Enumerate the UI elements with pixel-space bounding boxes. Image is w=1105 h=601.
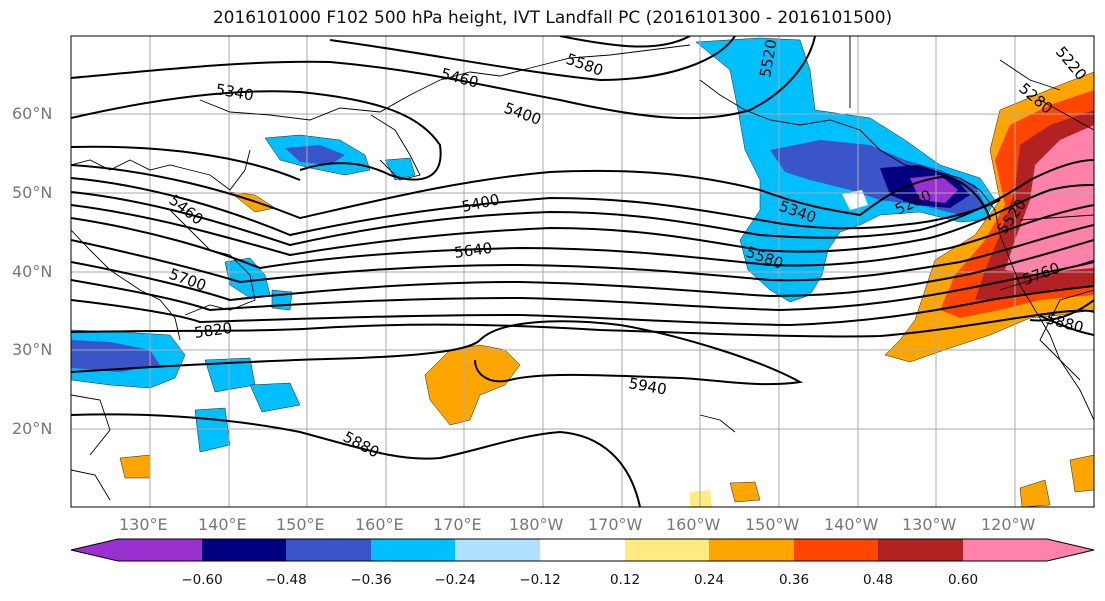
- lon-label: 180°W: [509, 515, 564, 534]
- contour-label: 5640: [453, 239, 493, 262]
- colorbar-tick-label: 0.60: [947, 572, 979, 588]
- colorbar-swatch: [540, 539, 625, 561]
- colorbar-swatch: [709, 539, 794, 561]
- lon-label: 150°W: [745, 515, 800, 534]
- colorbar-swatch: [1047, 539, 1094, 561]
- colorbar-outline: [70, 538, 1095, 562]
- colorbar-tick-label: −0.60: [181, 572, 223, 588]
- lon-label: 120°W: [981, 515, 1036, 534]
- colorbar-swatch: [878, 539, 963, 561]
- lat-label: 20°N: [12, 419, 53, 438]
- lon-label: 140°W: [824, 515, 879, 534]
- lat-label: 30°N: [12, 340, 53, 359]
- lat-label: 40°N: [12, 262, 53, 281]
- map-frame: [70, 35, 1095, 508]
- lon-label: 160°W: [666, 515, 721, 534]
- lon-label: 150°E: [276, 515, 325, 534]
- colorbar-swatch: [371, 539, 455, 561]
- colorbar-tick-label: 0.24: [693, 572, 725, 588]
- lon-label: 130°E: [119, 515, 168, 534]
- colorbar-tick-label: 0.36: [778, 572, 810, 588]
- colorbar-tick-label: −0.24: [434, 572, 476, 588]
- colorbar-tick-label: 0.12: [609, 572, 641, 588]
- lon-label: 140°E: [198, 515, 247, 534]
- positive-anomaly-central-pacific: [424, 344, 521, 426]
- colorbar-tick-label: 0.48: [862, 572, 894, 588]
- colorbar-swatch: [963, 539, 1047, 561]
- gridlines: [71, 36, 1094, 507]
- colorbar-swatch: [455, 539, 540, 561]
- lon-label: 130°W: [902, 515, 957, 534]
- colorbar-tick-label: −0.36: [350, 572, 392, 588]
- colorbar-swatch: [202, 539, 286, 561]
- colorbar-swatch: [625, 539, 709, 561]
- height-contours: [71, 36, 1094, 507]
- map-title: 2016101000 F102 500 hPa height, IVT Land…: [212, 8, 893, 28]
- colorbar-swatch: [286, 539, 371, 561]
- colorbar-tick-label: −0.48: [265, 572, 307, 588]
- lon-label: 170°E: [433, 515, 482, 534]
- lon-label: 170°W: [588, 515, 643, 534]
- coastlines: [71, 36, 1094, 501]
- lon-label: 160°E: [355, 515, 404, 534]
- colorbar-swatch: [794, 539, 878, 561]
- colorbar-swatch: [118, 539, 202, 561]
- lat-label: 50°N: [12, 183, 53, 202]
- lat-label: 60°N: [12, 104, 53, 123]
- colorbar: [70, 538, 1095, 562]
- contour-label: 5820: [193, 319, 233, 342]
- colorbar-tick-label: −0.12: [519, 572, 561, 588]
- map-area: 5340 5460 5580 5520 5280 5220 5400 5400 …: [71, 36, 1094, 507]
